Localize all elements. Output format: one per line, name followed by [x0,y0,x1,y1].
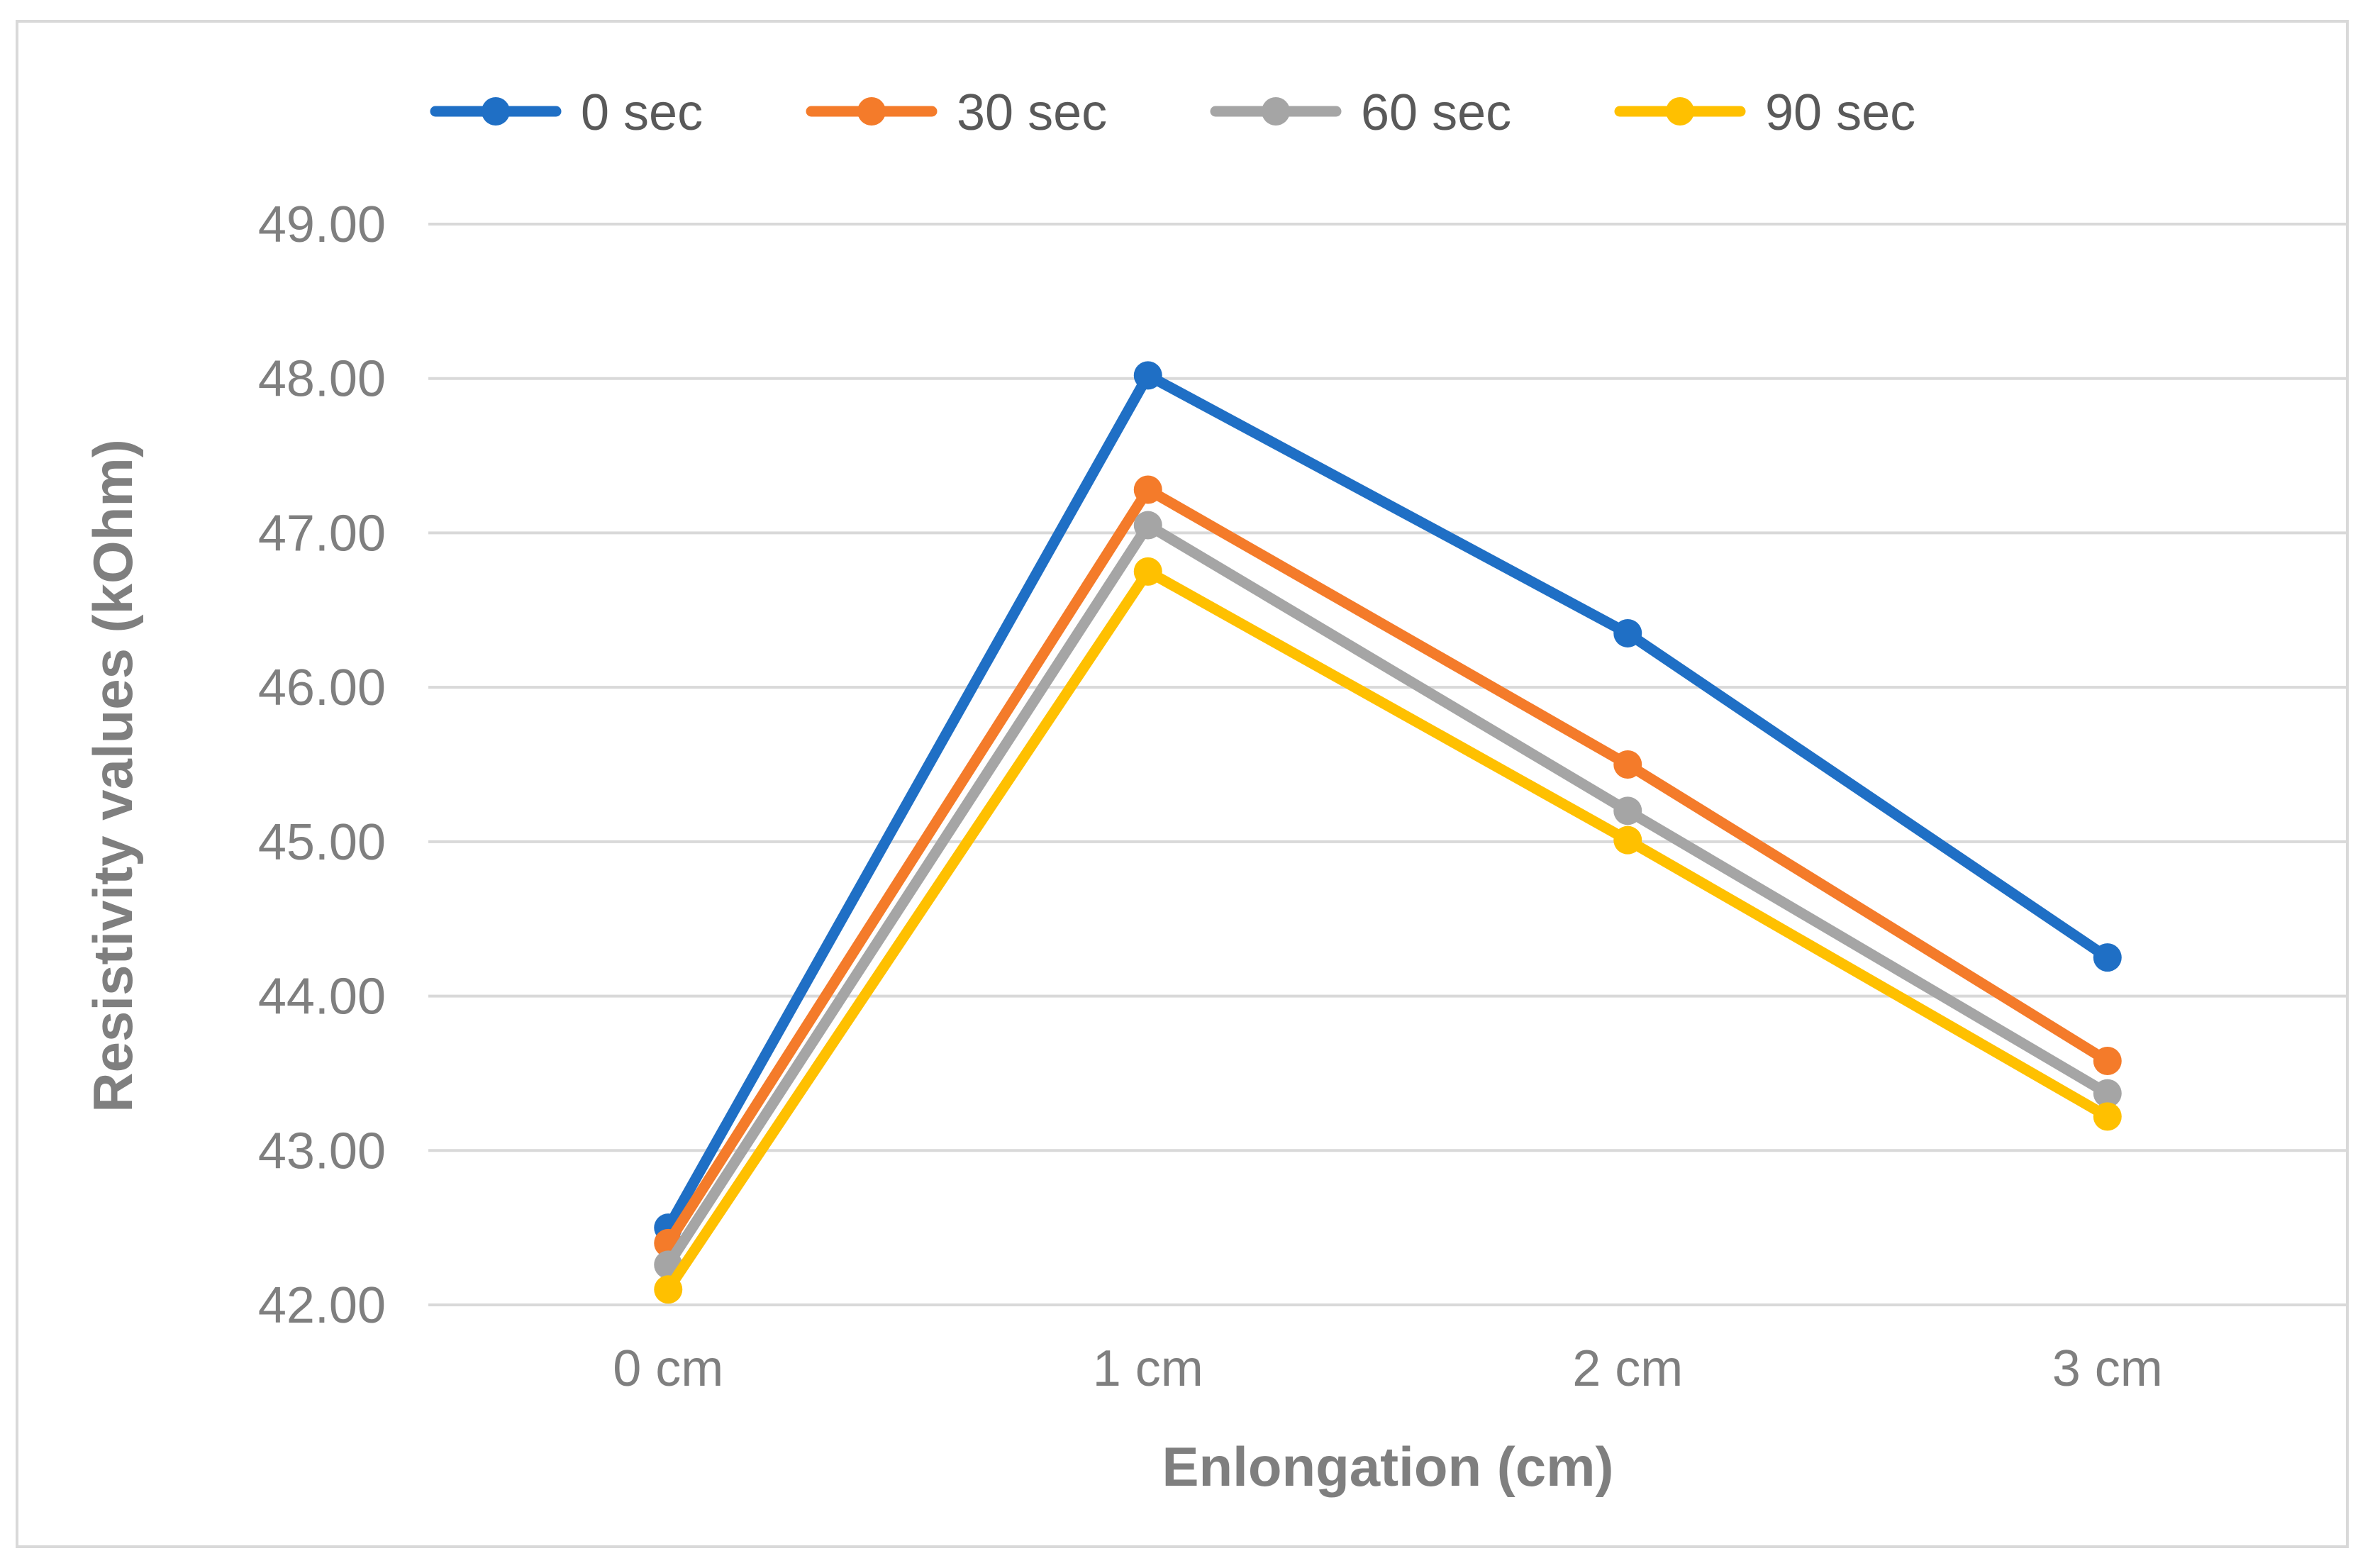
y-tick-label: 46.00 [258,660,386,716]
data-point [1133,475,1162,504]
legend-label: 0 sec [581,84,703,141]
legend-item: 60 sec [1210,84,1511,141]
series-line [662,566,2113,1295]
legend-label: 30 sec [957,84,1107,141]
series-line [662,484,2113,1249]
y-tick-label: 43.00 [258,1123,386,1179]
legend-marker [482,97,510,126]
data-point [654,1275,683,1304]
line-chart: 42.00 43.00 44.00 45.00 46.00 47.00 48.00 49.00… [82,84,2347,1498]
data-point [1613,796,1642,825]
series-line [662,520,2113,1270]
y-tick-label: 48.00 [258,351,386,408]
x-tick-label: 0 cm [613,1340,723,1397]
x-tick-label: 2 cm [1572,1340,1683,1397]
x-tick-label: 1 cm [1093,1340,1203,1397]
data-point [1613,825,1642,855]
x-axis-title: Enlongation (cm) [1162,1435,1614,1498]
data-point [2093,943,2122,972]
legend-marker [857,97,886,126]
legend-label: 60 sec [1361,84,1511,141]
series-lines [654,361,2122,1304]
chart-frame: 42.00 43.00 44.00 45.00 46.00 47.00 48.00 49.00… [16,20,2349,1548]
series-30-sec [654,475,2122,1257]
legend-item: 0 sec [430,84,703,141]
y-axis-tick-labels: 42.00 43.00 44.00 45.00 46.00 47.00 48.00 49.00 [258,196,386,1334]
legend-label: 90 sec [1765,84,1915,141]
legend-item: 30 sec [806,84,1107,141]
y-axis-title: Resistivity values (kOhm) [82,439,144,1112]
y-tick-label: 42.00 [258,1277,386,1334]
x-tick-label: 3 cm [2052,1340,2163,1397]
legend-marker [1262,97,1290,126]
y-tick-label: 44.00 [258,969,386,1025]
legend-marker [1666,97,1694,126]
legend-item: 90 sec [1614,84,1915,141]
data-point [1133,361,1162,390]
data-point [1133,557,1162,586]
data-point [1613,618,1642,647]
data-point [1613,750,1642,779]
legend: 0 sec 30 sec 60 sec 90 sec [430,84,1915,141]
data-point [2093,1102,2122,1131]
data-point [2093,1079,2122,1108]
data-point [2093,1047,2122,1076]
x-axis-tick-labels: 0 cm 1 cm 2 cm 3 cm [613,1340,2163,1397]
series-0-sec [654,361,2122,1242]
series-line [662,369,2113,1233]
y-tick-label: 47.00 [258,505,386,562]
y-tick-label: 49.00 [258,196,386,253]
data-point [1133,511,1162,540]
series-90-sec [654,557,2122,1304]
y-tick-label: 45.00 [258,814,386,871]
series-60-sec [654,511,2122,1279]
